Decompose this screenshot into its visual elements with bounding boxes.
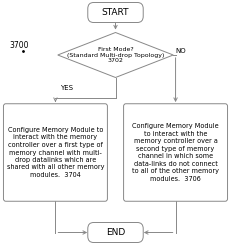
- FancyBboxPatch shape: [124, 104, 228, 201]
- FancyBboxPatch shape: [88, 222, 143, 242]
- Text: 3700: 3700: [9, 40, 29, 50]
- FancyBboxPatch shape: [88, 2, 143, 22]
- FancyBboxPatch shape: [3, 104, 107, 201]
- Text: END: END: [106, 228, 125, 237]
- Text: First Mode?
(Standard Multi-drop Topology)
3702: First Mode? (Standard Multi-drop Topolog…: [67, 47, 164, 63]
- Text: START: START: [102, 8, 129, 17]
- Text: Configure Memory Module
to interact with the
memory controller over a
second typ: Configure Memory Module to interact with…: [132, 123, 219, 182]
- Text: Configure Memory Module to
interact with the memory
controller over a first type: Configure Memory Module to interact with…: [7, 127, 104, 178]
- Text: YES: YES: [60, 85, 73, 91]
- Polygon shape: [58, 32, 173, 78]
- Text: NO: NO: [176, 48, 186, 54]
